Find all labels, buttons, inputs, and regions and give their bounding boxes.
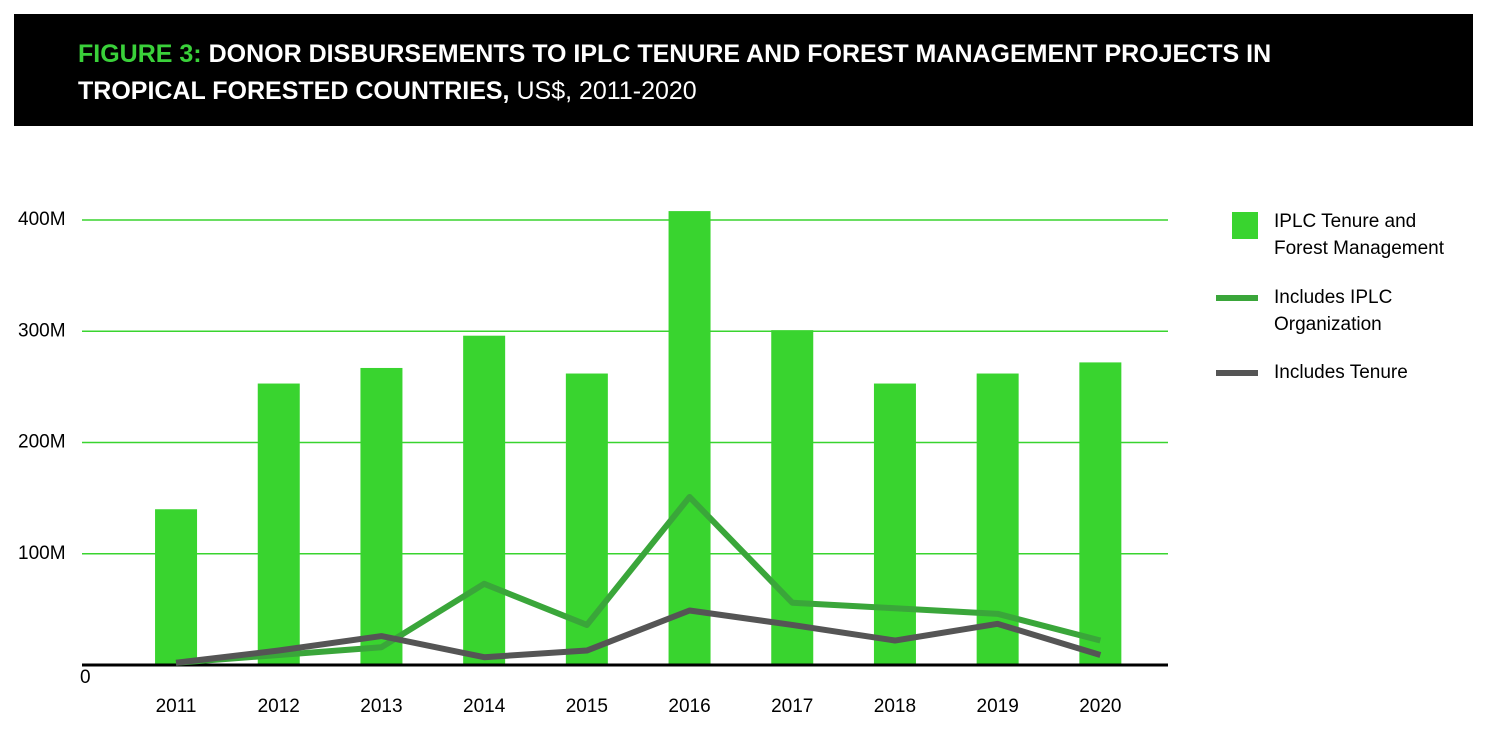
x-tick-label: 2020 xyxy=(1079,696,1121,717)
bar xyxy=(873,383,916,665)
y-tick-label: 0 xyxy=(80,667,91,688)
x-tick-label: 2012 xyxy=(258,696,300,717)
bar xyxy=(771,330,814,665)
title-text: DONOR DISBURSEMENTS TO IPLC TENURE AND F… xyxy=(78,40,1272,105)
x-tick-label: 2015 xyxy=(566,696,608,717)
x-tick-label: 2014 xyxy=(463,696,506,717)
bar xyxy=(360,367,403,665)
line xyxy=(175,494,1102,666)
x-tick-label: 2018 xyxy=(874,696,916,717)
legend-label: Includes IPLC Organization xyxy=(1274,287,1393,335)
title-units: US$, 2011-2020 xyxy=(516,77,697,105)
legend-label: Includes Tenure xyxy=(1274,362,1408,383)
x-tick-label: 2013 xyxy=(360,696,402,717)
bar xyxy=(155,509,198,665)
bar xyxy=(463,335,506,665)
legend-swatch xyxy=(1216,370,1258,376)
legend-item: Includes Tenure xyxy=(1216,359,1476,386)
bar xyxy=(668,211,711,665)
title: FIGURE 3: DONOR DISBURSEMENTS TO IPLC TE… xyxy=(78,36,1378,110)
y-tick-label: 100M xyxy=(18,543,66,564)
x-tick-label: 2016 xyxy=(668,696,710,717)
legend-label: IPLC Tenure and Forest Management xyxy=(1274,211,1445,259)
y-tick-label: 400M xyxy=(18,209,66,230)
legend-item: IPLC Tenure and Forest Management xyxy=(1216,208,1476,262)
bar xyxy=(257,383,300,665)
header: FIGURE 3: DONOR DISBURSEMENTS TO IPLC TE… xyxy=(14,14,1473,126)
x-tick-label: 2017 xyxy=(771,696,813,717)
title-label: FIGURE 3: xyxy=(78,40,202,68)
x-tick-label: 2011 xyxy=(156,696,197,717)
y-tick-label: 300M xyxy=(18,320,66,341)
x-tick-label: 2019 xyxy=(977,696,1019,717)
legend-swatch xyxy=(1232,212,1258,239)
line xyxy=(175,607,1102,666)
bar xyxy=(1079,362,1122,665)
legend-item: Includes IPLC Organization xyxy=(1216,284,1476,338)
y-tick-label: 200M xyxy=(18,432,66,453)
legend-swatch xyxy=(1216,295,1258,301)
